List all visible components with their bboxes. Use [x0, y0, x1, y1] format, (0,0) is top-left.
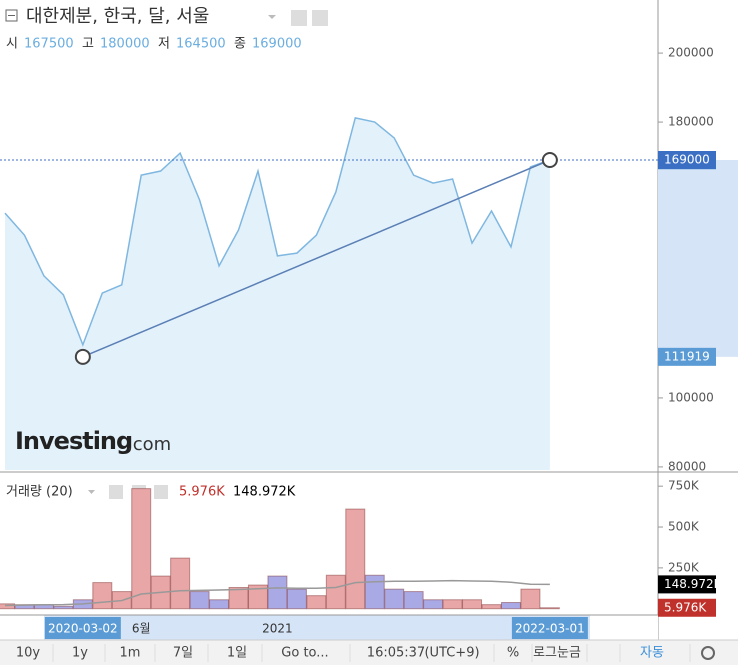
x-tick-label: 6월: [132, 622, 151, 636]
volume-current-box: [658, 575, 716, 594]
chart-title: 대한제분, 한국, 달, 서울: [26, 6, 209, 27]
toolbar-item[interactable]: 1y: [72, 646, 88, 661]
volume-bar: [53, 605, 74, 610]
collapse-icon[interactable]: [5, 9, 18, 22]
trend-handle[interactable]: [541, 152, 558, 168]
toolbar-item: (UTC+9): [424, 646, 479, 661]
ohlc-value: 167500: [24, 37, 74, 52]
ohlc-label: 시: [6, 37, 18, 52]
logo: Investing: [15, 427, 132, 455]
volume-bar: [0, 603, 15, 610]
x-tick-label: 2021: [262, 622, 293, 636]
volume-bar: [520, 588, 541, 610]
volume-bar: [306, 595, 327, 610]
volume-bar: [209, 599, 230, 610]
toolbar-item[interactable]: Go to...: [281, 646, 328, 661]
ohlc-label: 고: [82, 37, 94, 52]
last-price-label-box: [658, 151, 716, 169]
volume-current-box: [658, 598, 716, 617]
x-label-highlight: [511, 617, 588, 639]
eye-icon[interactable]: [109, 485, 123, 499]
ohlc-value: 180000: [100, 37, 150, 52]
y-tick-label: 80000: [668, 459, 706, 473]
volume-bar: [170, 557, 191, 610]
price-line: [4, 117, 551, 347]
trend-start-label-box: [658, 347, 716, 366]
y-tick-label: 250K: [668, 560, 700, 574]
y-tick-label: 750K: [668, 479, 700, 493]
dropdown-arrow[interactable]: [268, 15, 276, 19]
toolbar-item[interactable]: 10y: [16, 646, 41, 661]
volume-bar: [345, 508, 366, 610]
volume-bar: [131, 488, 152, 610]
y-tick-label: 200000: [668, 46, 714, 60]
y-tick-label: 500K: [668, 520, 700, 534]
volume-bar: [325, 574, 346, 610]
close-icon[interactable]: [154, 485, 168, 499]
volume-bar: [286, 588, 307, 610]
volume-bar: [364, 574, 385, 610]
price-area: [5, 117, 550, 471]
ohlc-value: 164500: [176, 37, 226, 52]
logo-suffix: .com: [127, 434, 171, 455]
volume-legend-value: 5.976K: [179, 485, 225, 500]
volume-bar: [247, 584, 268, 610]
x-label-highlight: [44, 617, 121, 639]
volume-bar: [539, 607, 560, 610]
toolbar-item[interactable]: 7일: [173, 646, 193, 661]
volume-bar: [500, 602, 521, 610]
last-price-label: 169000: [664, 153, 710, 167]
ohlc-value: 169000: [252, 37, 302, 52]
trend-start-label: 111919: [664, 349, 710, 363]
volume-current-label: 5.976K: [664, 600, 707, 614]
ohlc-label: 저: [158, 37, 170, 52]
toolbar-item[interactable]: 1m: [120, 646, 141, 661]
volume-bar: [228, 586, 249, 610]
x-tick-label: 2020-03-02: [48, 622, 118, 636]
toolbar-item[interactable]: 자동: [640, 646, 664, 661]
x-tick-label: 2022-03-01: [515, 622, 585, 636]
trend-handle[interactable]: [74, 348, 91, 365]
settings-icon[interactable]: [312, 10, 328, 26]
volume-bar: [481, 604, 502, 610]
time-range-band: [44, 615, 590, 640]
volume-bar: [403, 591, 424, 610]
volume-bar: [92, 582, 113, 610]
trend-range-band: [658, 160, 738, 357]
volume-legend-value: 148.972K: [233, 485, 296, 500]
toolbar-item: 16:05:37: [367, 646, 425, 661]
volume-bar: [189, 591, 210, 610]
settings-gear[interactable]: [701, 646, 715, 660]
volume-bar: [384, 588, 405, 610]
toolbar-item[interactable]: 로그눈금: [533, 646, 581, 661]
y-tick-label: 100000: [668, 390, 714, 404]
toolbar-item[interactable]: 1일: [227, 646, 247, 661]
ohlc-label: 종: [234, 37, 246, 52]
volume-bar: [423, 599, 444, 610]
toolbar: [0, 640, 738, 665]
toolbar-item[interactable]: %: [507, 646, 519, 661]
y-tick-label: 180000: [668, 115, 714, 129]
eye-icon[interactable]: [291, 10, 307, 26]
dropdown-arrow[interactable]: [88, 490, 95, 494]
trend-line: [82, 159, 551, 358]
volume-bar: [442, 599, 463, 610]
volume-bar: [462, 599, 483, 610]
volume-bar: [267, 575, 288, 610]
volume-current-label: 148.972K: [664, 577, 723, 591]
volume-legend: 거래량 (20): [6, 485, 73, 500]
volume-ma-line: [4, 579, 550, 607]
